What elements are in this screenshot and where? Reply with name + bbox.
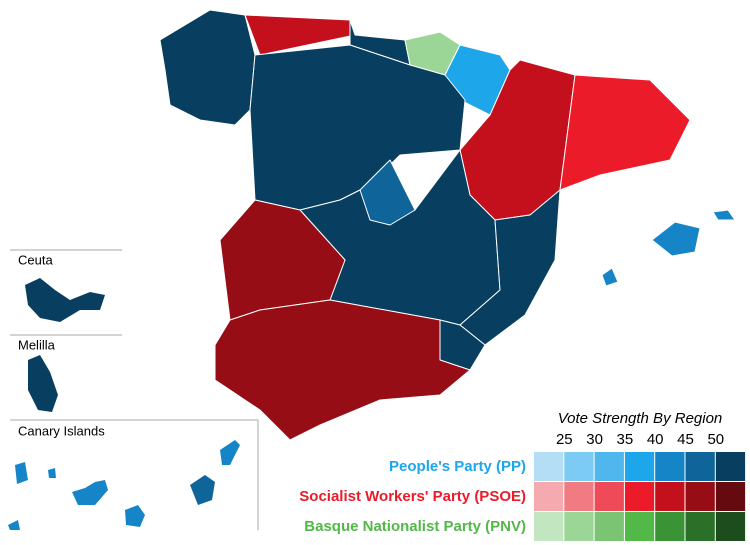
valencia: [459, 189, 561, 346]
swatch: [715, 482, 746, 511]
swatch: [564, 482, 594, 511]
scale-label: 35: [617, 431, 634, 448]
swatch: [655, 512, 685, 541]
regions: [159, 9, 736, 441]
party-label: Basque Nationalist Party (PNV): [304, 518, 526, 535]
swatch: [594, 482, 624, 511]
canary-island: [8, 520, 20, 530]
scale-label: 25: [556, 431, 573, 448]
scale-label: 50: [707, 431, 724, 448]
menorca: [712, 209, 736, 221]
inset-label: Canary Islands: [18, 423, 105, 438]
scale-label: 30: [586, 431, 603, 448]
swatch: [564, 512, 594, 541]
swatch: [594, 512, 624, 541]
canary-island: [15, 462, 28, 484]
andalusia: [214, 299, 471, 441]
party-label: People's Party (PP): [389, 458, 526, 475]
ibiza: [601, 267, 619, 287]
swatch: [715, 452, 746, 481]
party-label: Socialist Workers' Party (PSOE): [299, 488, 526, 505]
canary-island: [190, 475, 215, 505]
inset-label: Ceuta: [18, 252, 53, 267]
scale-label: 45: [677, 431, 694, 448]
swatch: [534, 512, 564, 541]
inset-label: Melilla: [18, 337, 56, 352]
swatch: [534, 482, 564, 511]
canary-island: [220, 440, 240, 465]
scale-label: 40: [647, 431, 664, 448]
canary-island: [125, 505, 145, 527]
legend: Vote Strength By Region 25 30 35 40 45 50 Peop…: [299, 410, 746, 541]
canary-island: [72, 480, 108, 505]
melilla: [28, 355, 58, 412]
insets: Ceuta Melilla Canary Islands: [8, 249, 259, 530]
swatch: [594, 452, 624, 481]
swatch: [685, 452, 715, 481]
swatch: [715, 512, 746, 541]
madrid: [359, 159, 416, 226]
swatch: [655, 482, 685, 511]
swatch: [624, 482, 655, 511]
legend-title: Vote Strength By Region: [558, 410, 723, 427]
catalonia: [559, 74, 691, 191]
canary-island: [48, 468, 56, 478]
swatch: [564, 452, 594, 481]
mallorca: [651, 221, 701, 257]
swatch: [685, 512, 715, 541]
galicia: [159, 9, 256, 126]
swatch: [655, 452, 685, 481]
swatch: [534, 452, 564, 481]
swatch: [624, 452, 655, 481]
swatch: [685, 482, 715, 511]
swatch: [624, 512, 655, 541]
ceuta: [25, 278, 105, 322]
